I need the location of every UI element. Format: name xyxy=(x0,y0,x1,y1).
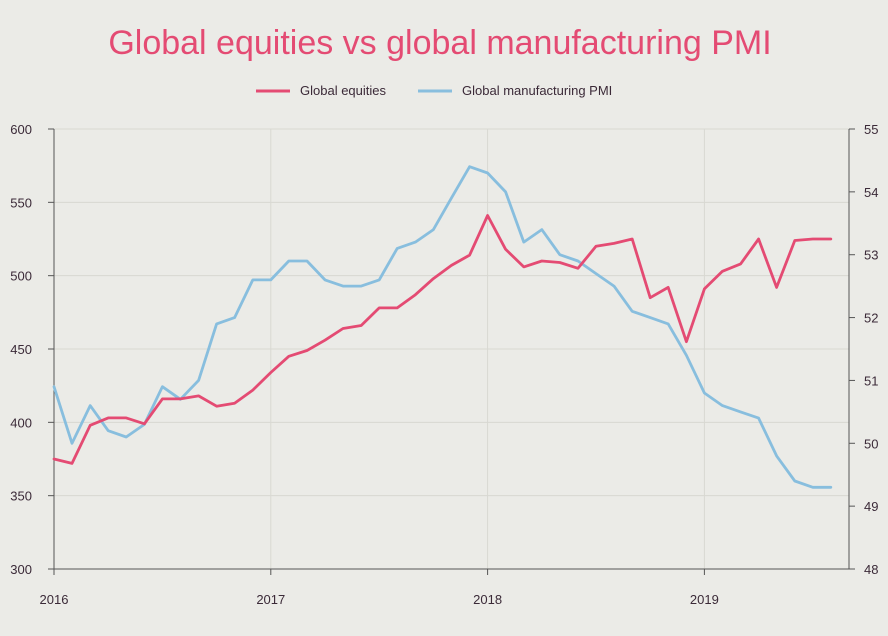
y-right-tick-label: 53 xyxy=(864,248,878,263)
y-left-tick-label: 350 xyxy=(10,489,32,504)
gridlines xyxy=(54,128,849,570)
y-right-tick-label: 55 xyxy=(864,122,878,137)
x-tick-label: 2019 xyxy=(690,592,719,607)
series-line-global-equities xyxy=(52,214,833,465)
x-tick-label: 2017 xyxy=(256,592,285,607)
series-line-global-manufacturing-pmi xyxy=(52,165,833,489)
legend-label: Global equities xyxy=(300,83,386,98)
y-left-tick-label: 550 xyxy=(10,195,32,210)
legend-label: Global manufacturing PMI xyxy=(462,83,612,98)
axes: 300 350 400 450 500 550 600 48 49 50 51 52 53 54 55 201… xyxy=(10,122,878,607)
y-right-tick-label: 50 xyxy=(864,436,878,451)
legend: Global equities Global manufacturing PMI xyxy=(256,83,612,98)
series-lines xyxy=(52,165,833,489)
y-right-tick-label: 51 xyxy=(864,373,878,388)
x-tick-label: 2016 xyxy=(40,592,69,607)
chart-title: Global equities vs global manufacturing … xyxy=(108,24,771,62)
y-left-tick-label: 600 xyxy=(10,122,32,137)
y-right-tick-label: 48 xyxy=(864,562,878,577)
y-right-tick-label: 49 xyxy=(864,499,878,514)
x-tick-label: 2018 xyxy=(473,592,502,607)
y-right-tick-label: 52 xyxy=(864,311,878,326)
y-left-tick-label: 400 xyxy=(10,415,32,430)
y-left-tick-label: 500 xyxy=(10,269,32,284)
y-left-tick-label: 450 xyxy=(10,342,32,357)
y-right-tick-label: 54 xyxy=(864,185,878,200)
y-left-tick-label: 300 xyxy=(10,562,32,577)
